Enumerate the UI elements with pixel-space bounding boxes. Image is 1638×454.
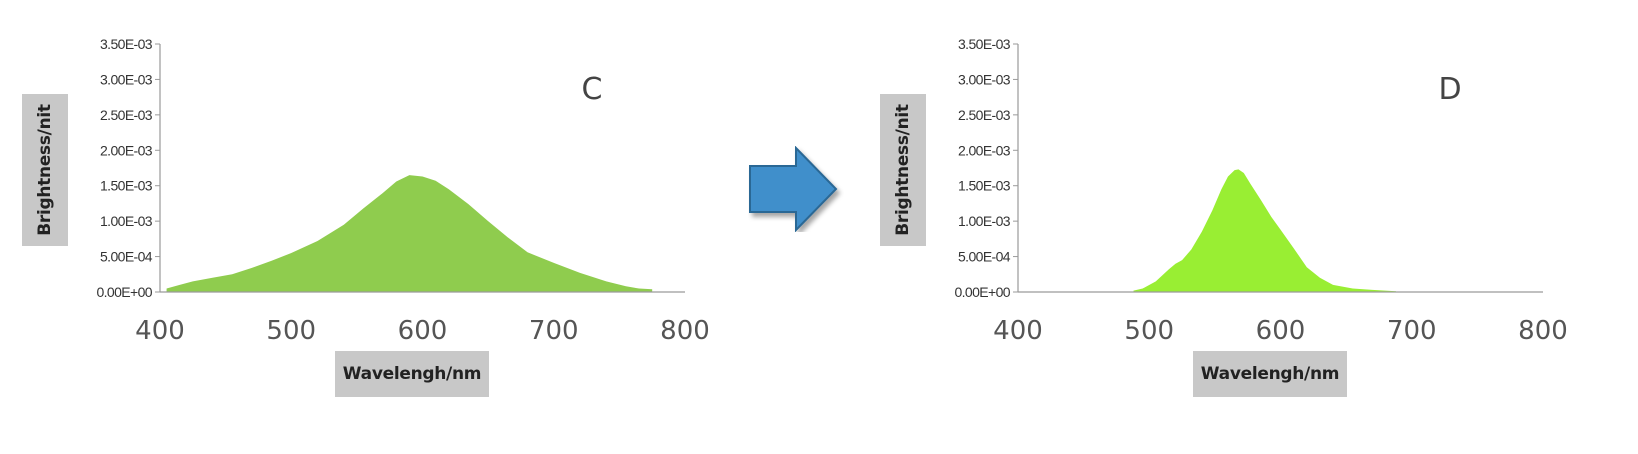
y-tick-label: 1.00E-03 — [958, 213, 1011, 229]
y-tick-label: 3.50E-03 — [100, 36, 153, 52]
y-axis-label-box: Brightness/nit — [880, 94, 926, 246]
x-axis-label: Wavelengh/nm — [1193, 351, 1347, 397]
x-tick-label: 400 — [135, 316, 185, 346]
panel-letter-annotation: D — [1438, 72, 1461, 107]
y-tick-label: 2.00E-03 — [958, 142, 1011, 158]
chart-panel-c: 0.00E+00 5.00E-04 1.00E-03 1.50E-03 2.00E-03… — [0, 0, 780, 454]
chart-d-svg: 0.00E+00 5.00E-04 1.00E-03 1.50E-03 2.00E-03… — [954, 36, 1568, 346]
panel-letter-annotation: C — [582, 72, 603, 107]
x-tick-label: 700 — [1387, 316, 1437, 346]
y-axis-label: Brightness/nit — [893, 104, 913, 236]
y-axis-label: Brightness/nit — [35, 104, 55, 236]
y-tick-label: 2.00E-03 — [100, 142, 153, 158]
x-tick-label: 800 — [1518, 316, 1568, 346]
spectrum-area — [166, 175, 653, 292]
y-tick-label: 1.50E-03 — [958, 178, 1011, 194]
y-tick-label: 3.50E-03 — [958, 36, 1011, 52]
x-tick-label: 500 — [266, 316, 316, 346]
x-tick-label: 500 — [1124, 316, 1174, 346]
arrow-shape — [749, 146, 838, 232]
y-tick-label: 3.00E-03 — [100, 71, 153, 87]
x-tick-label: 600 — [398, 316, 448, 346]
y-axis-label-box: Brightness/nit — [22, 94, 68, 246]
y-tick-label: 2.50E-03 — [958, 107, 1011, 123]
x-tick-label: 400 — [993, 316, 1043, 346]
chart-panel-d: 0.00E+00 5.00E-04 1.00E-03 1.50E-03 2.00E-03… — [858, 0, 1638, 454]
x-tick-label: 600 — [1256, 316, 1306, 346]
x-tick-label: 700 — [529, 316, 579, 346]
y-tick-label: 3.00E-03 — [958, 71, 1011, 87]
right-arrow-icon — [749, 146, 838, 232]
x-tick-label: 800 — [660, 316, 710, 346]
y-tick-label: 1.00E-03 — [100, 213, 153, 229]
y-tick-label: 5.00E-04 — [958, 249, 1011, 265]
y-tick-label: 0.00E+00 — [954, 284, 1010, 300]
spectrum-area — [1133, 169, 1396, 292]
y-tick-label: 0.00E+00 — [96, 284, 152, 300]
y-tick-label: 1.50E-03 — [100, 178, 153, 194]
y-tick-label: 5.00E-04 — [100, 249, 153, 265]
x-axis-label: Wavelengh/nm — [335, 351, 489, 397]
chart-c-svg: 0.00E+00 5.00E-04 1.00E-03 1.50E-03 2.00E-03… — [96, 36, 710, 346]
y-tick-label: 2.50E-03 — [100, 107, 153, 123]
